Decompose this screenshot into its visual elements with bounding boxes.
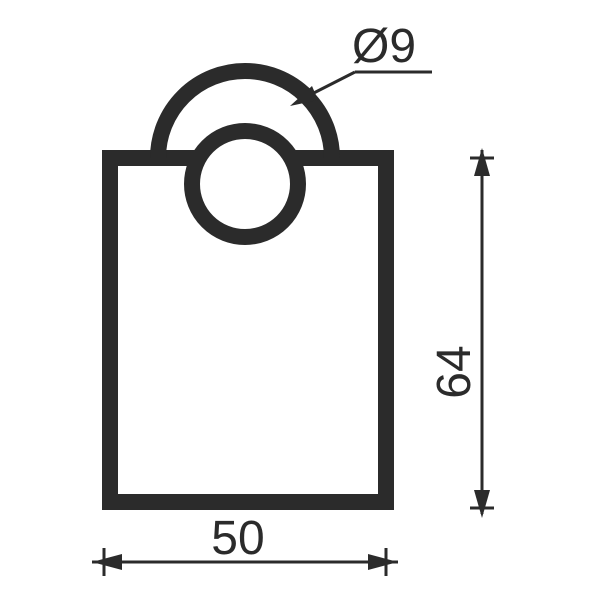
shackle-inner-fill <box>192 131 298 237</box>
height-top-arrow <box>474 148 490 176</box>
width-left-arrow <box>92 554 122 570</box>
width-right-arrow <box>368 554 398 570</box>
shackle-outer-arch <box>150 63 340 159</box>
height-bottom-arrow <box>474 490 490 518</box>
diameter-label: Ø9 <box>352 20 416 73</box>
diameter-arrowhead <box>290 86 318 106</box>
shackle-inner-ring <box>184 123 306 245</box>
width-label: 50 <box>211 512 264 565</box>
height-label: 64 <box>428 345 481 398</box>
